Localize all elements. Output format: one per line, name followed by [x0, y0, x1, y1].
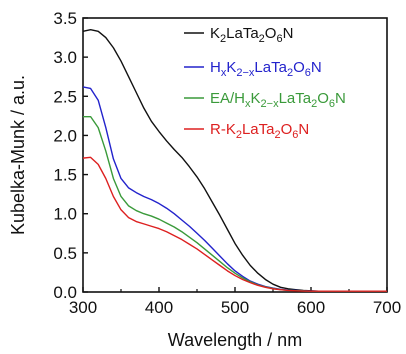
series-line-1: [82, 86, 387, 292]
legend-label-part: 2: [311, 98, 317, 110]
legend-label-part: EA/H: [210, 90, 245, 107]
legend-label-3: R-K2LaTa2O6N: [210, 121, 309, 141]
y-tick-label: 1.5: [53, 166, 77, 185]
legend-label-part: LaTa: [242, 121, 275, 138]
legend-label-part: R-K: [210, 121, 236, 138]
legend-label-2: EA/HxK2−xLaTa2O6N: [210, 90, 346, 110]
legend-label-part: 2: [275, 129, 281, 141]
x-tick-label: 600: [297, 298, 325, 317]
y-tick-label: 0.5: [53, 244, 77, 263]
x-tick-label: 400: [145, 298, 173, 317]
x-tick-label: 500: [221, 298, 249, 317]
legend-label-part: LaTa: [279, 90, 312, 107]
legend-label-part: N: [298, 121, 309, 138]
legend-label-part: x: [221, 67, 227, 79]
legend-label-part: K: [226, 59, 236, 76]
y-tick-label: 3.5: [53, 9, 77, 28]
legend-label-part: 2: [287, 67, 293, 79]
legend-label-part: LaTa: [226, 25, 259, 42]
y-tick-label: 2.5: [53, 87, 77, 106]
legend-label-part: 2−x: [236, 67, 255, 79]
x-axis-label: Wavelength / nm: [168, 330, 302, 350]
legend-label-part: 6: [276, 33, 282, 45]
x-tick-label: 700: [373, 298, 401, 317]
legend-label-part: O: [317, 90, 329, 107]
legend-label-part: H: [210, 59, 221, 76]
legend-label-part: K: [210, 25, 220, 42]
axis-ticks: 300 400 500 600 700 0.0 0.5 1.0 1.5 2.0 2.5 3.0 3.5: [53, 9, 401, 317]
y-tick-label: 0.0: [53, 283, 77, 302]
x-tick-label: 300: [69, 298, 97, 317]
legend-label-part: 6: [305, 67, 311, 79]
legend-label-part: K: [251, 90, 261, 107]
y-tick-label: 1.0: [53, 205, 77, 224]
legend-label-part: 2: [236, 129, 242, 141]
legend-label-part: O: [281, 121, 293, 138]
legend-label-part: N: [335, 90, 346, 107]
legend-label-1: HxK2−xLaTa2O6N: [210, 59, 322, 79]
y-tick-label: 2.0: [53, 126, 77, 145]
legend: K2LaTa2O6NHxK2−xLaTa2O6NEA/HxK2−xLaTa2O6…: [184, 25, 346, 141]
legend-label-0: K2LaTa2O6N: [210, 25, 293, 45]
legend-label-part: N: [311, 59, 322, 76]
legend-label-part: O: [265, 25, 277, 42]
legend-label-part: O: [293, 59, 305, 76]
y-tick-label: 3.0: [53, 48, 77, 67]
legend-label-part: 6: [329, 98, 335, 110]
legend-label-part: 6: [292, 129, 298, 141]
series-line-2: [83, 115, 387, 292]
series-line-3: [82, 156, 387, 292]
legend-label-part: LaTa: [254, 59, 287, 76]
legend-label-part: N: [283, 25, 294, 42]
legend-label-part: 2: [220, 33, 226, 45]
series-layer: [82, 29, 387, 292]
legend-label-part: 2−x: [261, 98, 280, 110]
legend-label-part: 2: [259, 33, 265, 45]
y-axis-label: Kubelka-Munk / a.u.: [8, 75, 28, 235]
legend-label-part: x: [245, 98, 251, 110]
